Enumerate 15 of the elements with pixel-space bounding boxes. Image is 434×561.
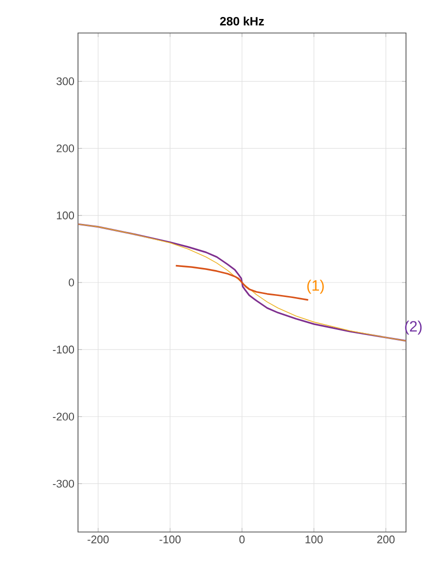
annotation: (1)	[307, 280, 324, 294]
y-tick-label: 200	[56, 144, 74, 152]
chart-title: 280 kHz	[220, 16, 264, 26]
line-series	[175, 264, 309, 301]
x-tick-label: 100	[306, 536, 323, 544]
y-tick-label: 100	[56, 212, 74, 220]
x-tick-label: -200	[88, 536, 109, 544]
x-tick-label: -100	[160, 536, 181, 544]
y-tick-label: -200	[52, 412, 74, 421]
x-tick-label: 0	[239, 536, 245, 544]
y-tick-label: 300	[56, 77, 74, 86]
y-tick-label: -300	[52, 480, 74, 488]
x-tick-label: 200	[377, 536, 395, 544]
y-tick-label: 0	[68, 278, 74, 286]
y-tick-label: -100	[52, 346, 74, 354]
